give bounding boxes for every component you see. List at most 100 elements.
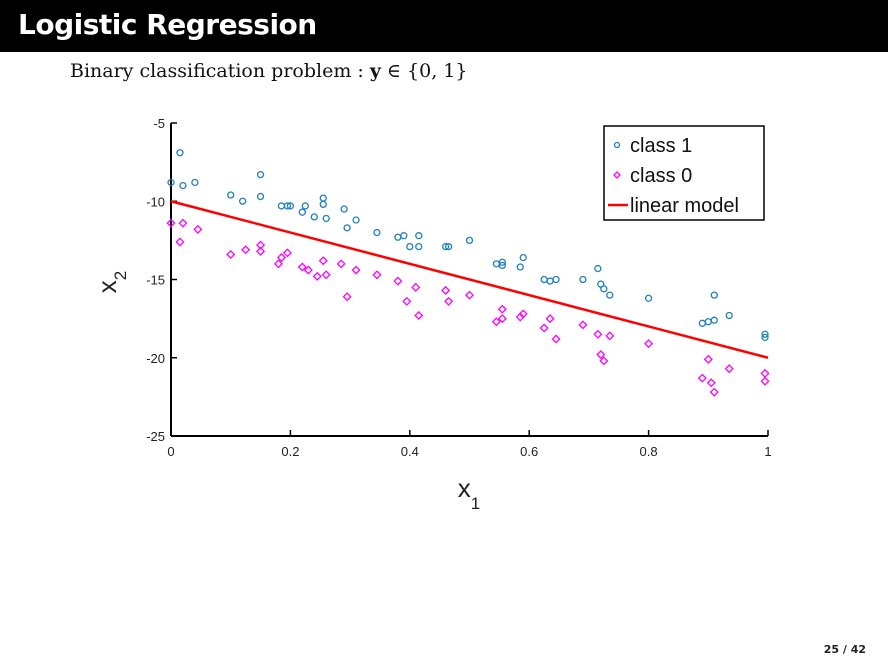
x-tick-label: 1 — [764, 444, 771, 459]
class-0-point — [256, 240, 266, 250]
class-0-point — [256, 246, 266, 256]
x-tick-label: 0.8 — [640, 444, 658, 459]
linear-model-line — [170, 200, 769, 359]
x-tick-label: 0 — [167, 444, 174, 459]
class-1-point — [352, 216, 360, 224]
subtitle-text: Binary classification problem : — [70, 60, 364, 82]
slide-title: Logistic Regression — [18, 8, 317, 41]
class-1-point — [286, 202, 295, 210]
class-1-point — [594, 264, 602, 273]
subtitle-math: ∈ {0, 1} — [386, 60, 468, 82]
y-tick-label: -15 — [146, 273, 165, 288]
class-0-point — [441, 285, 451, 295]
class-0-point — [497, 304, 507, 314]
class-0-point — [605, 331, 615, 341]
class-1-point — [704, 318, 712, 326]
class-0-point — [193, 224, 203, 234]
class-1-point — [256, 192, 265, 201]
legend-class-0-marker — [613, 171, 621, 179]
page-number: 25 / 42 — [823, 643, 866, 656]
x-tick-label: 0.2 — [281, 444, 299, 459]
class-1-point — [179, 181, 187, 190]
class-0-point — [273, 259, 283, 269]
y-tick-label: -10 — [146, 194, 165, 209]
y-tick-label: -5 — [153, 116, 165, 131]
class-1-point — [415, 232, 423, 240]
class-1-point — [340, 205, 348, 213]
class-1-point — [444, 242, 453, 251]
class-1-point — [498, 258, 506, 266]
slide-subtitle: Binary classification problem : y ∈ {0, … — [70, 60, 467, 82]
class-1-point — [492, 260, 501, 268]
class-0-point — [697, 373, 707, 383]
y-tick-label: -20 — [146, 351, 165, 366]
class-1-point — [606, 291, 614, 299]
class-1-point — [552, 275, 560, 284]
class-0-point — [402, 296, 412, 306]
class-1-point — [298, 208, 306, 216]
x-tick-label: 0.4 — [401, 444, 419, 459]
class-1-point — [373, 228, 381, 237]
class-0-point — [706, 378, 716, 388]
class-1-point — [516, 263, 524, 271]
class-0-point — [551, 334, 561, 344]
class-1-point — [319, 194, 327, 202]
class-1-point — [465, 236, 474, 245]
class-0-point — [411, 282, 421, 292]
class-0-point — [596, 350, 606, 360]
class-1-point — [441, 242, 450, 251]
class-0-point — [578, 320, 588, 330]
class-1-point — [256, 170, 265, 179]
class-0-point — [760, 368, 770, 378]
class-1-point — [498, 261, 506, 270]
class-0-point — [297, 262, 307, 272]
class-0-point — [539, 323, 549, 333]
y-axis-label: x2 — [92, 271, 130, 293]
class-1-point — [283, 202, 292, 210]
legend-class-1-label: class 1 — [630, 135, 692, 157]
class-0-point — [703, 354, 713, 364]
class-0-point — [518, 309, 528, 319]
class-0-point — [393, 276, 403, 286]
title-bar — [0, 0, 888, 52]
class-1-point — [227, 191, 235, 199]
class-1-point — [301, 202, 309, 210]
class-0-point — [372, 270, 382, 280]
legend-class-1-marker — [613, 141, 621, 149]
class-0-point — [336, 259, 346, 269]
class-1-point — [644, 294, 653, 302]
class-0-point — [178, 218, 188, 228]
class-1-point — [277, 202, 286, 210]
class-0-point — [444, 296, 454, 306]
class-0-point — [321, 270, 331, 280]
class-1-point — [176, 149, 184, 157]
class-0-point — [276, 253, 286, 263]
class-0-point — [226, 249, 236, 259]
class-0-point — [593, 329, 603, 339]
x-axis-label: x1 — [458, 473, 480, 513]
class-1-point — [322, 214, 330, 223]
class-0-point — [491, 317, 501, 327]
class-1-point — [761, 333, 769, 342]
class-0-point — [599, 356, 609, 366]
class-1-point — [710, 291, 718, 299]
class-0-point — [724, 364, 734, 374]
class-1-point — [394, 233, 402, 241]
class-0-point — [175, 237, 185, 247]
class-0-point — [303, 265, 313, 275]
class-1-point — [579, 275, 587, 284]
legend-linear-model-label: linear model — [630, 195, 739, 217]
class-0-point — [166, 218, 176, 228]
class-1-point — [238, 197, 247, 205]
class-0-point — [351, 265, 361, 275]
class-0-point — [497, 314, 507, 324]
class-1-point — [343, 224, 351, 232]
class-1-point — [710, 316, 718, 324]
class-1-point — [191, 178, 199, 187]
class-0-point — [709, 387, 719, 397]
class-1-point — [698, 319, 706, 327]
class-0-point — [342, 292, 352, 302]
subtitle-variable: y — [369, 60, 381, 82]
y-tick-label: -25 — [146, 429, 165, 444]
